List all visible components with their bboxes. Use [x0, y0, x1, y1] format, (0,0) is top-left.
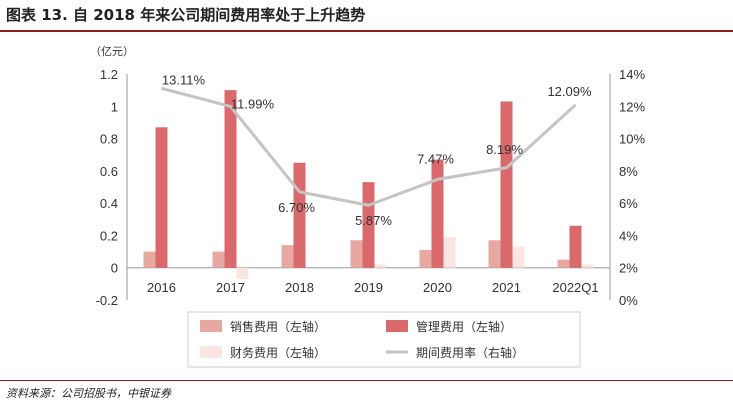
- category-label: 2019: [354, 280, 383, 295]
- bar: [512, 246, 525, 268]
- bar: [557, 259, 570, 268]
- right-tick-label: 0%: [619, 293, 638, 308]
- bar: [224, 90, 237, 268]
- data-label: 7.47%: [417, 151, 454, 166]
- category-label: 2021: [492, 280, 521, 295]
- bar: [281, 245, 294, 268]
- legend-swatch: [200, 346, 222, 358]
- left-tick-label: 0.4: [100, 196, 118, 211]
- legend: 销售费用（左轴） 管理费用（左轴） 财务费用（左轴） 期间费用率（右轴）: [187, 311, 581, 368]
- line-series: 13.11% 11.99% 6.70% 5.87% 7.47% 8.19% 12.09%: [161, 72, 592, 228]
- right-axis-ticks: 0% 2% 4% 6% 8% 10% 12% 14%: [619, 67, 645, 308]
- data-label: 8.19%: [486, 142, 523, 157]
- right-tick-label: 4%: [619, 228, 638, 243]
- category-label: 2017: [216, 280, 245, 295]
- source-note: 资料来源：公司招股书，中银证券: [6, 387, 171, 400]
- data-label: 5.87%: [355, 213, 392, 228]
- bar: [419, 249, 432, 268]
- bar: [581, 264, 594, 268]
- category-labels: 2016 2017 2018 2019 2020 2021 2022Q1: [147, 280, 599, 295]
- left-tick-label: 0: [111, 261, 118, 276]
- legend-label: 期间费用率（右轴）: [416, 345, 524, 360]
- left-axis-ticks: -0.2 0 0.2 0.4 0.6 0.8 1 1.2: [96, 67, 118, 308]
- data-label: 6.70%: [278, 200, 315, 215]
- legend-swatch: [200, 320, 222, 332]
- right-tick-label: 12%: [619, 99, 645, 114]
- bar: [431, 159, 444, 268]
- left-tick-label: -0.2: [96, 293, 118, 308]
- category-label: 2018: [285, 280, 314, 295]
- category-label: 2016: [147, 280, 176, 295]
- category-label: 2020: [423, 280, 452, 295]
- left-tick-label: 0.6: [100, 164, 118, 179]
- bar: [212, 251, 225, 268]
- right-tick-label: 10%: [619, 132, 645, 147]
- left-tick-label: 0.2: [100, 228, 118, 243]
- left-tick-label: 1.2: [100, 67, 118, 82]
- legend-swatch: [386, 320, 408, 332]
- source-divider: [0, 380, 733, 381]
- figure-title: 图表 13. 自 2018 年来公司期间费用率处于上升趋势: [6, 6, 366, 24]
- bar: [143, 251, 156, 268]
- right-tick-label: 2%: [619, 261, 638, 276]
- bar: [350, 240, 363, 268]
- bar-series: [143, 90, 594, 280]
- left-axis-unit: （亿元）: [90, 45, 134, 58]
- data-label: 11.99%: [231, 96, 275, 111]
- legend-label: 财务费用（左轴）: [230, 345, 326, 360]
- bar: [443, 237, 456, 268]
- rate-line: [161, 86, 577, 207]
- bar: [569, 225, 582, 268]
- legend-label: 销售费用（左轴）: [230, 319, 326, 334]
- data-label: 13.11%: [162, 72, 206, 87]
- bar: [488, 240, 501, 268]
- bar: [293, 162, 306, 268]
- bar: [500, 101, 513, 268]
- bar: [374, 264, 387, 268]
- right-tick-label: 6%: [619, 196, 638, 211]
- bar: [236, 267, 249, 280]
- expense-chart: （亿元） -0.2 0 0.2 0.4 0.6 0.8 1 1.2 0% 2% 4% 6% 8% 10%…: [90, 45, 645, 368]
- right-tick-label: 14%: [619, 67, 645, 82]
- data-label: 12.09%: [547, 84, 592, 99]
- bar: [155, 127, 168, 268]
- title-divider: [0, 30, 733, 32]
- legend-box: [187, 311, 581, 368]
- left-tick-label: 1: [111, 99, 118, 114]
- left-tick-label: 0.8: [100, 132, 118, 147]
- right-tick-label: 8%: [619, 164, 638, 179]
- legend-label: 管理费用（左轴）: [416, 319, 512, 334]
- category-label: 2022Q1: [552, 280, 598, 295]
